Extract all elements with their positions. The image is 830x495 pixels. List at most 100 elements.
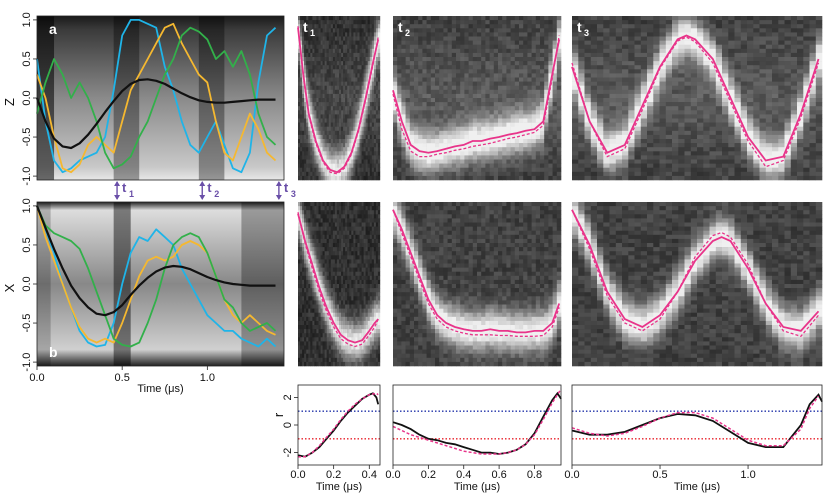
density-cell bbox=[659, 52, 666, 58]
density-cell bbox=[341, 106, 344, 111]
density-cell bbox=[703, 147, 710, 152]
density-cell bbox=[784, 171, 791, 177]
density-cell bbox=[375, 114, 379, 119]
density-cell bbox=[373, 114, 377, 119]
density-cell bbox=[722, 143, 729, 148]
density-cell bbox=[418, 130, 423, 136]
density-cell bbox=[697, 130, 704, 136]
density-cell bbox=[578, 77, 585, 82]
density-cell bbox=[405, 163, 411, 168]
density-cell bbox=[371, 106, 375, 111]
density-cell bbox=[578, 57, 585, 62]
density-cell bbox=[334, 130, 338, 136]
density-cell bbox=[514, 175, 520, 181]
density-cell bbox=[615, 24, 623, 29]
density-cell bbox=[326, 130, 329, 136]
density-cell bbox=[672, 163, 679, 168]
density-cell bbox=[353, 20, 356, 25]
density-cell bbox=[409, 122, 415, 127]
density-cell bbox=[659, 16, 666, 21]
density-cell bbox=[603, 139, 610, 144]
density-cell bbox=[803, 81, 810, 86]
density-cell bbox=[615, 16, 623, 21]
density-cell bbox=[355, 102, 358, 107]
density-cell bbox=[506, 32, 511, 37]
density-cell bbox=[393, 147, 398, 152]
density-cell bbox=[628, 57, 635, 62]
density-cell bbox=[359, 44, 362, 50]
density-cell bbox=[747, 28, 754, 33]
density-cell bbox=[759, 44, 766, 50]
density-cell bbox=[506, 28, 511, 33]
density-cell bbox=[514, 155, 520, 160]
density-cell bbox=[556, 48, 562, 54]
density-cell bbox=[527, 126, 532, 132]
density-cell bbox=[316, 20, 319, 25]
density-cell bbox=[502, 134, 507, 140]
density-cell bbox=[690, 134, 698, 140]
density-cell bbox=[464, 98, 469, 103]
density-cell bbox=[464, 151, 469, 156]
density-cell bbox=[722, 89, 729, 95]
density-cell bbox=[322, 155, 325, 160]
density-cell bbox=[328, 44, 332, 50]
density-cell bbox=[302, 126, 305, 132]
density-cell bbox=[493, 102, 499, 107]
density-cell bbox=[322, 130, 325, 136]
density-cell bbox=[371, 171, 375, 177]
density-cell bbox=[715, 44, 723, 50]
density-cell bbox=[603, 44, 610, 50]
density-cell bbox=[653, 77, 660, 82]
density-cell bbox=[544, 24, 549, 29]
density-cell bbox=[506, 151, 511, 156]
density-cell bbox=[709, 118, 716, 123]
density-cell bbox=[363, 110, 366, 115]
density-cell bbox=[544, 130, 549, 136]
density-cell bbox=[304, 40, 307, 45]
density-cell bbox=[709, 143, 716, 148]
density-cell bbox=[298, 163, 301, 168]
density-cell bbox=[556, 93, 562, 99]
density-cell bbox=[722, 163, 729, 168]
density-cell bbox=[343, 36, 346, 41]
density-cell bbox=[414, 36, 419, 41]
density-cell bbox=[334, 122, 338, 127]
density-cell bbox=[298, 16, 301, 21]
density-cell bbox=[351, 24, 354, 29]
density-cell bbox=[514, 102, 520, 107]
density-cell bbox=[790, 32, 798, 37]
density-cell bbox=[659, 93, 666, 99]
density-cell bbox=[647, 139, 654, 144]
density-cell bbox=[451, 16, 457, 21]
density-cell bbox=[377, 89, 381, 95]
density-cell bbox=[498, 52, 503, 58]
density-cell bbox=[584, 126, 591, 132]
density-cell bbox=[540, 118, 545, 123]
density-cell bbox=[548, 28, 553, 33]
density-cell bbox=[784, 32, 791, 37]
density-cell bbox=[672, 69, 679, 74]
density-cell bbox=[665, 134, 673, 140]
density-cell bbox=[734, 52, 741, 58]
density-cell bbox=[300, 312, 303, 318]
density-cell bbox=[572, 167, 579, 173]
density-cell bbox=[443, 159, 448, 164]
density-cell bbox=[578, 69, 585, 74]
density-cell bbox=[797, 36, 804, 41]
density-cell bbox=[447, 32, 453, 37]
density-cell bbox=[628, 143, 635, 148]
density-cell bbox=[603, 155, 610, 160]
density-cell bbox=[349, 48, 352, 54]
density-cell bbox=[535, 139, 541, 144]
density-cell bbox=[665, 167, 673, 173]
density-cell bbox=[363, 122, 366, 127]
density-cell bbox=[622, 16, 629, 21]
density-cell bbox=[765, 89, 773, 95]
density-cell bbox=[367, 114, 370, 119]
density-cell bbox=[426, 106, 432, 111]
density-cell bbox=[300, 114, 303, 119]
density-cell bbox=[306, 167, 309, 173]
density-cell bbox=[430, 134, 436, 140]
density-cell bbox=[326, 52, 329, 58]
density-cell bbox=[308, 171, 311, 177]
